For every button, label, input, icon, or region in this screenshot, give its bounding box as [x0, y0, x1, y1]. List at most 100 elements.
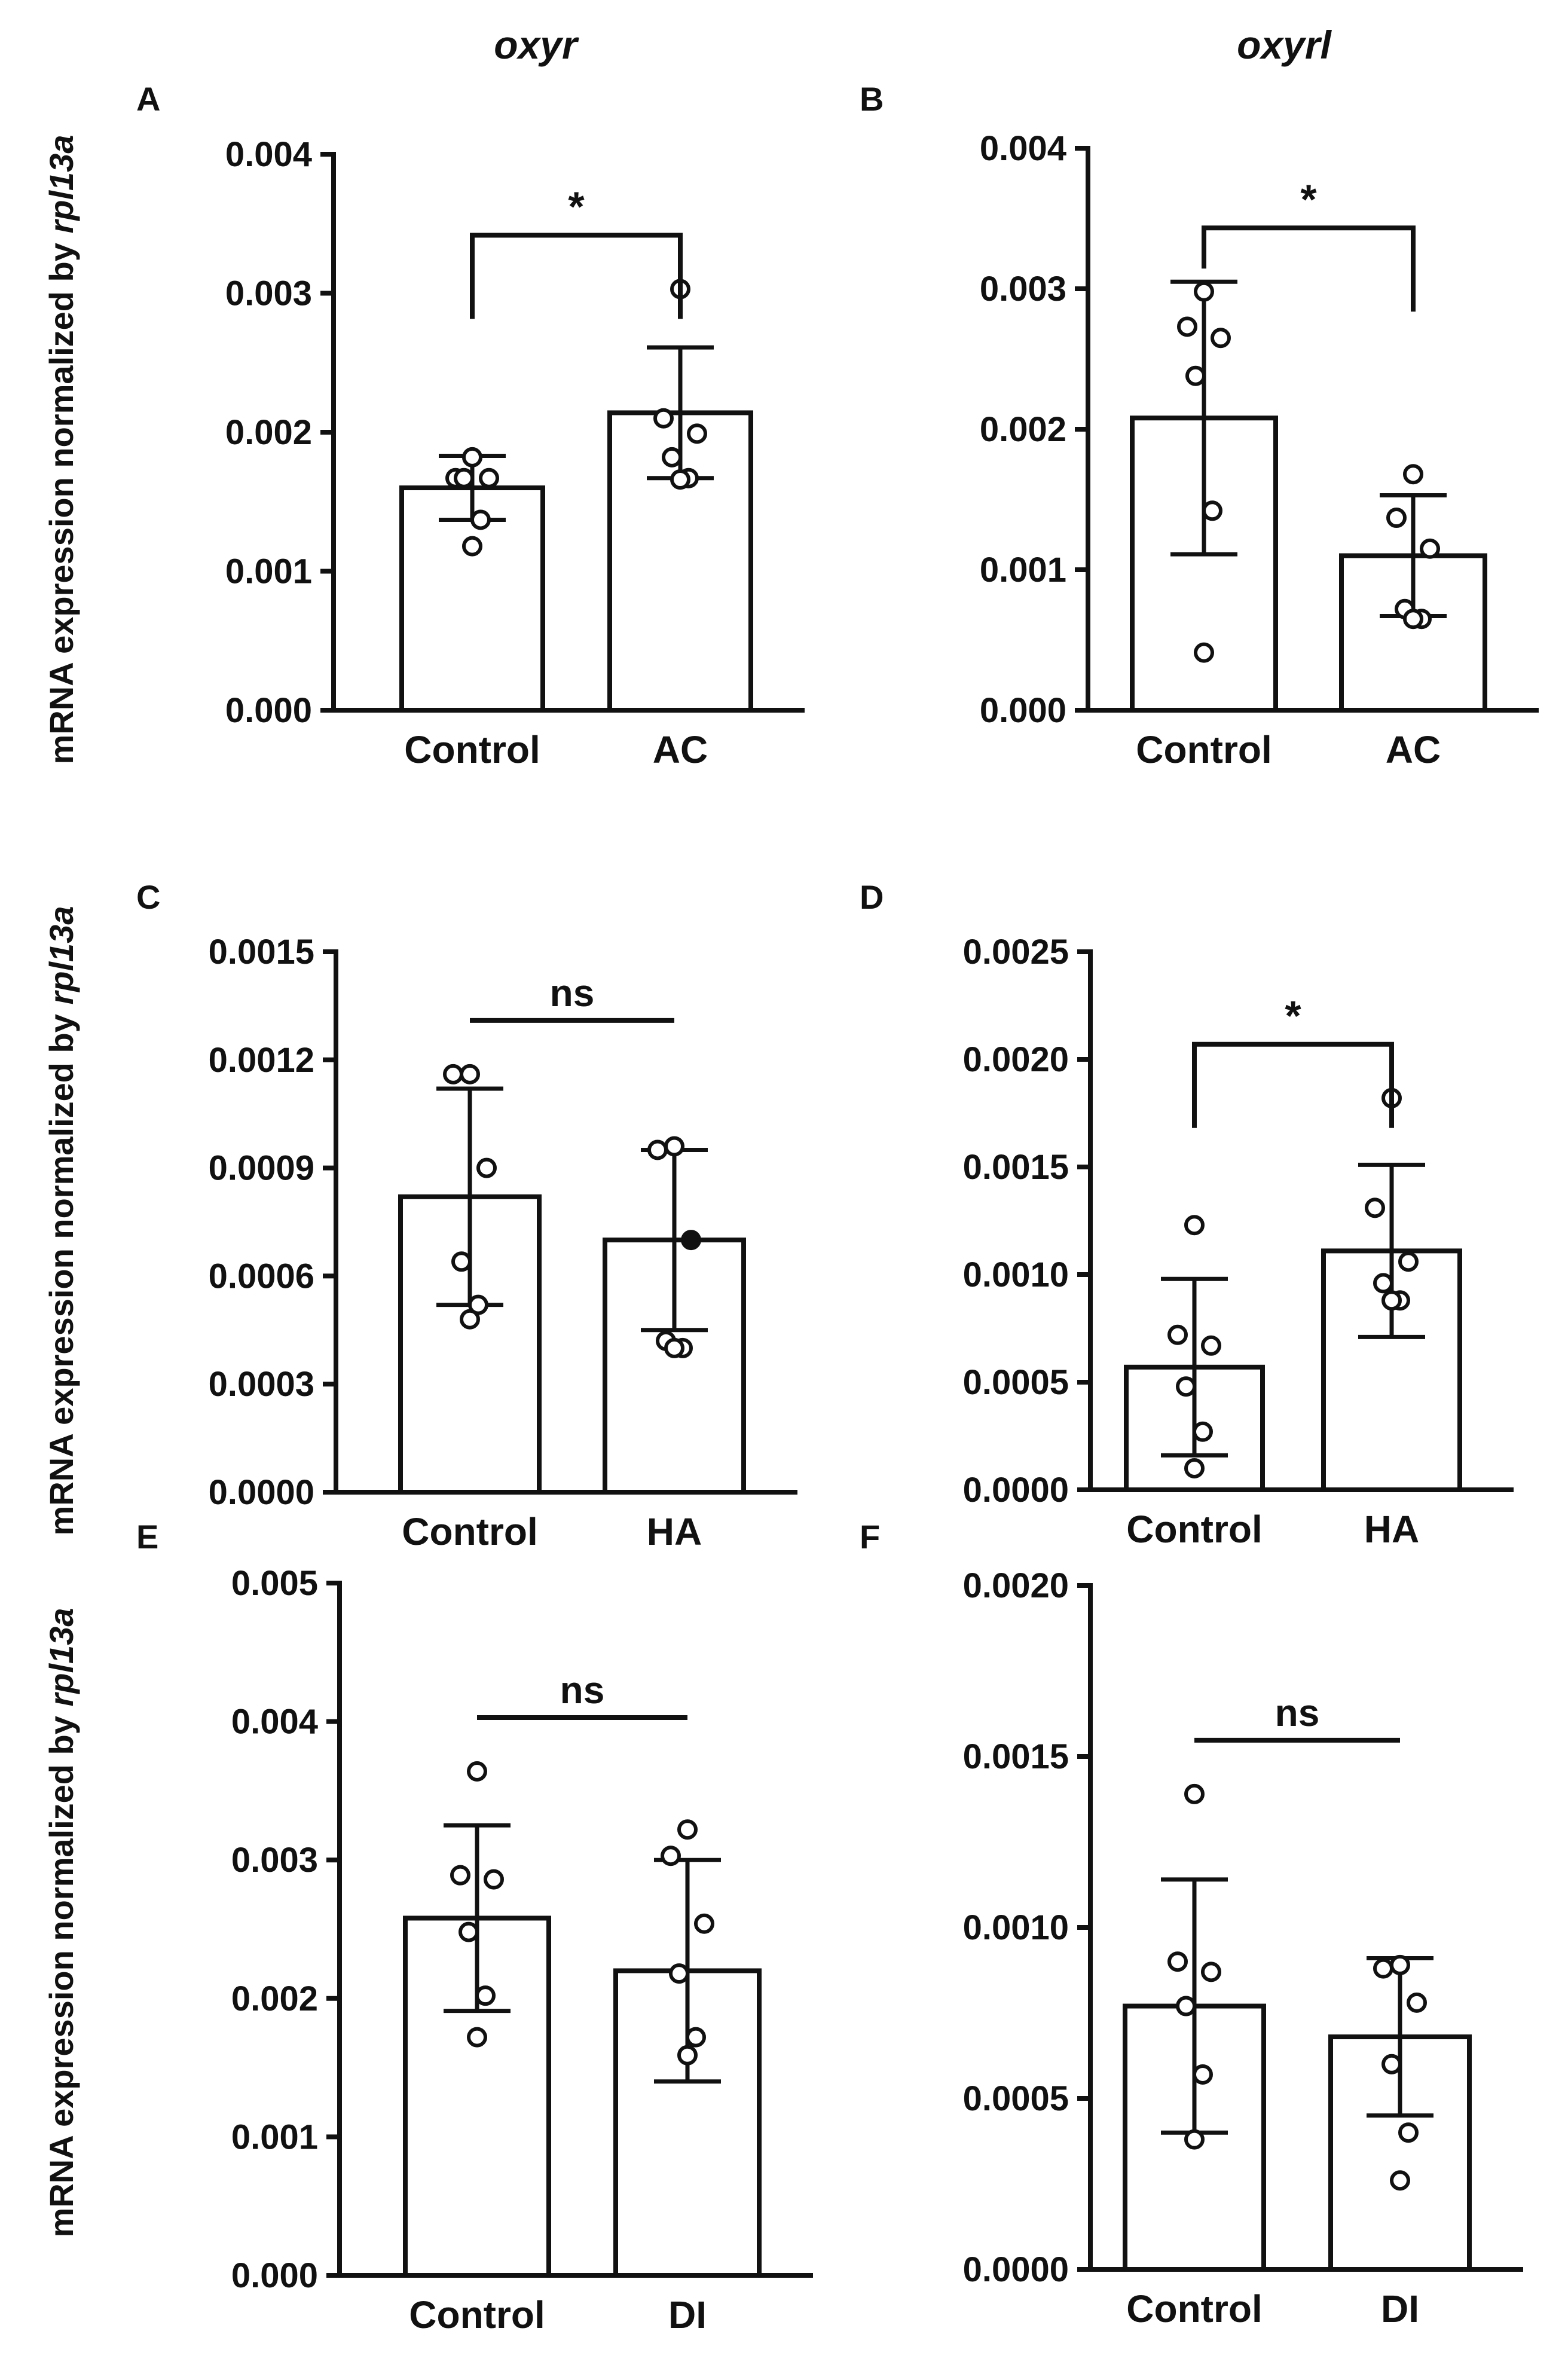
y-axis-label-prefix: mRNA expression normalized by	[42, 1707, 80, 2238]
data-point	[1201, 1335, 1221, 1356]
y-tick-label: 0.001	[225, 552, 312, 591]
y-tick-label: 0.0010	[963, 1908, 1069, 1947]
y-tick-label: 0.0015	[209, 933, 314, 971]
data-point	[459, 1921, 479, 1942]
y-tick-label: 0.0020	[963, 1040, 1069, 1079]
data-point	[1211, 328, 1231, 349]
panel-letter: D	[860, 878, 884, 916]
y-tick-label: 0.0000	[963, 1471, 1069, 1510]
y-tick-label: 0.005	[231, 1564, 318, 1603]
data-point	[1193, 1421, 1213, 1442]
y-tick-label: 0.0020	[963, 1566, 1069, 1605]
panel-letter: B	[860, 80, 884, 118]
data-point	[664, 1337, 684, 1358]
column-title-left: oxyr	[494, 23, 579, 67]
data-point	[476, 1157, 497, 1178]
y-tick-label: 0.0005	[963, 2079, 1069, 2118]
data-point	[443, 1064, 463, 1084]
y-tick-label: 0.003	[231, 1841, 318, 1880]
y-tick-label: 0.002	[980, 410, 1066, 449]
y-axis-label-row-3: mRNA expression normalized by rpl13a	[42, 1608, 80, 2238]
data-point	[468, 1294, 488, 1315]
y-axis-label-gene: rpl13a	[42, 906, 80, 1005]
x-tick-label: Control	[1136, 728, 1272, 771]
panel-A: A 0.000 0.001 0.002 0.003 0.004 Control AC *	[136, 80, 805, 771]
data-point	[1184, 1458, 1205, 1478]
y-tick-label: 0.001	[980, 551, 1066, 589]
data-point	[662, 447, 682, 468]
data-point	[1201, 1961, 1221, 1982]
data-point	[451, 1251, 472, 1272]
y-tick-label: 0.0000	[963, 2250, 1069, 2289]
significance-bracket	[1192, 1041, 1394, 1128]
y-tick-label: 0.004	[231, 1703, 318, 1741]
data-point	[1390, 2170, 1410, 2191]
data-point	[1184, 1783, 1205, 1804]
data-point	[1167, 1951, 1188, 1972]
significance-label: ns	[1275, 1691, 1320, 1734]
y-tick-label: 0.0005	[963, 1363, 1069, 1402]
data-point	[1373, 1273, 1393, 1294]
data-point	[1184, 1215, 1205, 1236]
data-point	[1403, 464, 1423, 485]
y-tick-label: 0.002	[231, 1979, 318, 2018]
data-point	[1420, 538, 1440, 559]
panel-letter: E	[136, 1518, 158, 1556]
data-point	[1381, 2054, 1402, 2074]
panel-C: C 0.0000 0.0003 0.0006 0.0009 0.0012 0.0015 Con…	[136, 878, 797, 1553]
x-tick-label: HA	[647, 1510, 702, 1553]
y-axis-label-gene: rpl13a	[42, 135, 80, 234]
panel-D: D 0.0000 0.0005 0.0010 0.0015 0.0020 0.0025 Con…	[860, 878, 1514, 1551]
bar-ac	[607, 410, 753, 713]
y-tick-label: 0.0015	[963, 1148, 1069, 1187]
column-title-right: oxyrl	[1237, 23, 1332, 67]
data-point	[1365, 1197, 1385, 1218]
significance-label: ns	[560, 1669, 605, 1712]
data-point	[664, 1136, 684, 1157]
data-point	[653, 408, 674, 429]
significance-label: ns	[550, 971, 595, 1015]
data-point	[467, 1761, 487, 1782]
y-tick-label: 0.003	[980, 270, 1066, 308]
data-point	[1167, 1324, 1188, 1345]
x-tick-label: AC	[653, 728, 708, 771]
significance-label: *	[1300, 176, 1317, 222]
x-tick-label: DI	[1381, 2287, 1419, 2330]
data-point	[462, 536, 482, 557]
data-point	[1403, 609, 1423, 630]
data-point	[661, 1846, 681, 1866]
y-axis-label-prefix: mRNA expression normalized by	[42, 1005, 80, 1536]
data-point	[647, 1139, 668, 1160]
panel-letter: A	[136, 80, 160, 118]
data-point	[669, 1963, 689, 1984]
panel-E: E 0.000 0.001 0.002 0.003 0.004 0.005 Control DI…	[136, 1518, 813, 2336]
y-tick-label: 0.000	[980, 691, 1066, 730]
data-point	[677, 1819, 698, 1840]
y-tick-label: 0.002	[225, 413, 312, 452]
data-point	[1373, 1958, 1393, 1979]
y-axis-label-row-1: mRNA expression normalized by rpl13a	[42, 135, 80, 765]
x-tick-label: AC	[1386, 728, 1441, 771]
y-tick-label: 0.0006	[209, 1257, 314, 1296]
y-tick-label: 0.000	[231, 2256, 318, 2295]
data-point	[467, 2027, 487, 2048]
y-tick-label: 0.0009	[209, 1149, 314, 1188]
significance-label: *	[1285, 992, 1301, 1039]
significance-label: *	[568, 184, 585, 230]
data-point	[686, 2027, 706, 2048]
x-tick-label: Control	[409, 2293, 545, 2336]
data-point	[460, 1309, 480, 1330]
data-point	[484, 1869, 504, 1890]
data-point	[677, 2045, 698, 2066]
data-point	[687, 423, 707, 444]
y-tick-label: 0.0015	[963, 1737, 1069, 1776]
y-axis-label-row-2: mRNA expression normalized by rpl13a	[42, 906, 80, 1536]
panel-B: B 0.000 0.001 0.002 0.003 0.004 Control AC *	[860, 80, 1539, 771]
data-point	[470, 509, 491, 530]
data-point	[1407, 1992, 1427, 2013]
data-point	[1194, 281, 1214, 302]
data-point	[475, 1985, 496, 2006]
data-point	[1398, 2122, 1419, 2143]
x-tick-label: Control	[1126, 1508, 1263, 1551]
